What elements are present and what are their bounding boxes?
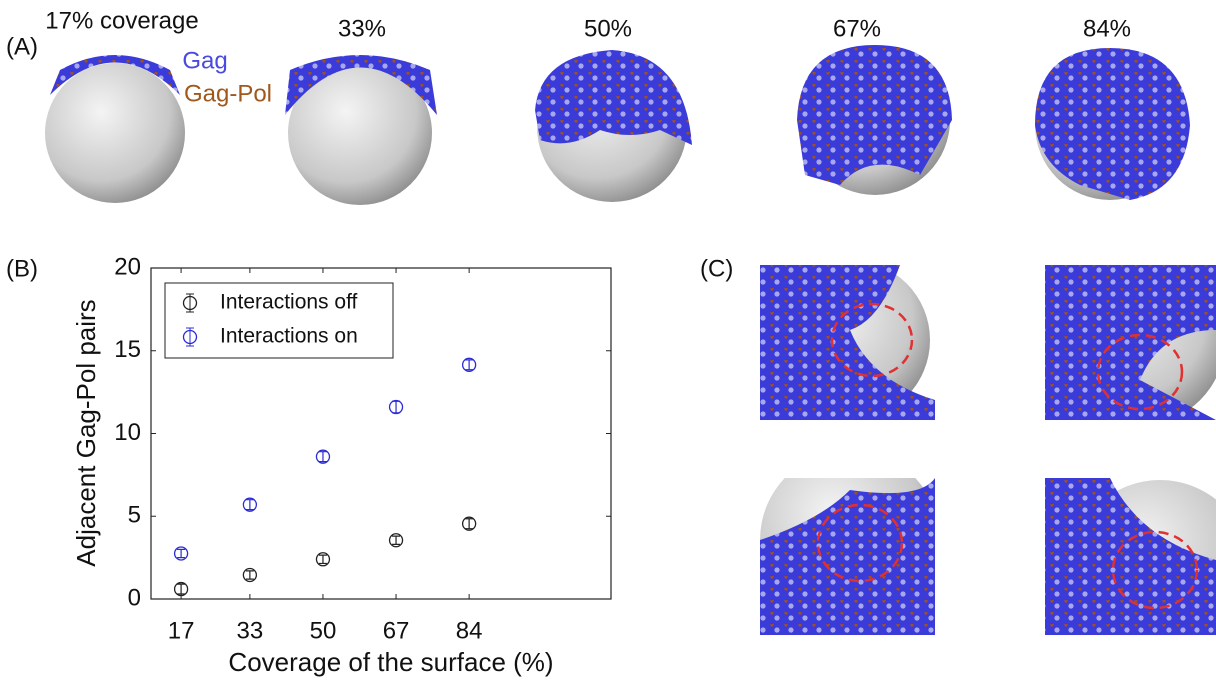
gag-label: Gag xyxy=(182,47,227,74)
error-bar xyxy=(392,401,400,413)
error-bar xyxy=(465,519,473,529)
y-tick-label: 10 xyxy=(114,419,141,446)
page: (A) (B) (C) 17% coverage 33% 50% 67% 84%… xyxy=(0,0,1216,686)
x-tick-label: 17 xyxy=(168,617,195,644)
legend-label: Interactions on xyxy=(220,325,358,348)
error-bar xyxy=(319,555,327,563)
coverage-label: 84% xyxy=(1083,15,1131,42)
error-bar xyxy=(319,452,327,462)
error-bar xyxy=(465,360,473,370)
coverage-label: 17% coverage xyxy=(45,7,198,34)
y-tick-label: 0 xyxy=(128,584,141,611)
legend-label: Interactions off xyxy=(220,291,358,314)
panel-label: (B) xyxy=(6,255,38,282)
figure: (A) (B) (C) 17% coverage 33% 50% 67% 84%… xyxy=(0,0,1216,686)
panel-c-images xyxy=(760,255,1216,660)
error-bar xyxy=(392,536,400,544)
panel-label: (C) xyxy=(700,255,733,282)
y-axis-label: Adjacent Gag-Pol pairs xyxy=(71,299,101,566)
gag-pol-label: Gag-Pol xyxy=(184,80,272,107)
error-bar xyxy=(246,500,254,510)
x-tick-label: 50 xyxy=(310,617,337,644)
y-tick-label: 20 xyxy=(114,253,141,280)
x-tick-label: 84 xyxy=(456,617,483,644)
coverage-label: 33% xyxy=(338,15,386,42)
x-tick-label: 33 xyxy=(237,617,264,644)
coverage-label: 67% xyxy=(833,15,881,42)
error-bar xyxy=(177,584,185,594)
coverage-label: 50% xyxy=(584,15,632,42)
panel-label: (A) xyxy=(6,33,38,60)
y-tick-label: 15 xyxy=(114,336,141,363)
error-bar xyxy=(177,549,185,557)
x-axis-label: Coverage of the surface (%) xyxy=(228,647,553,677)
error-bar xyxy=(246,571,254,579)
x-tick-label: 67 xyxy=(383,617,410,644)
y-tick-label: 5 xyxy=(128,502,141,529)
